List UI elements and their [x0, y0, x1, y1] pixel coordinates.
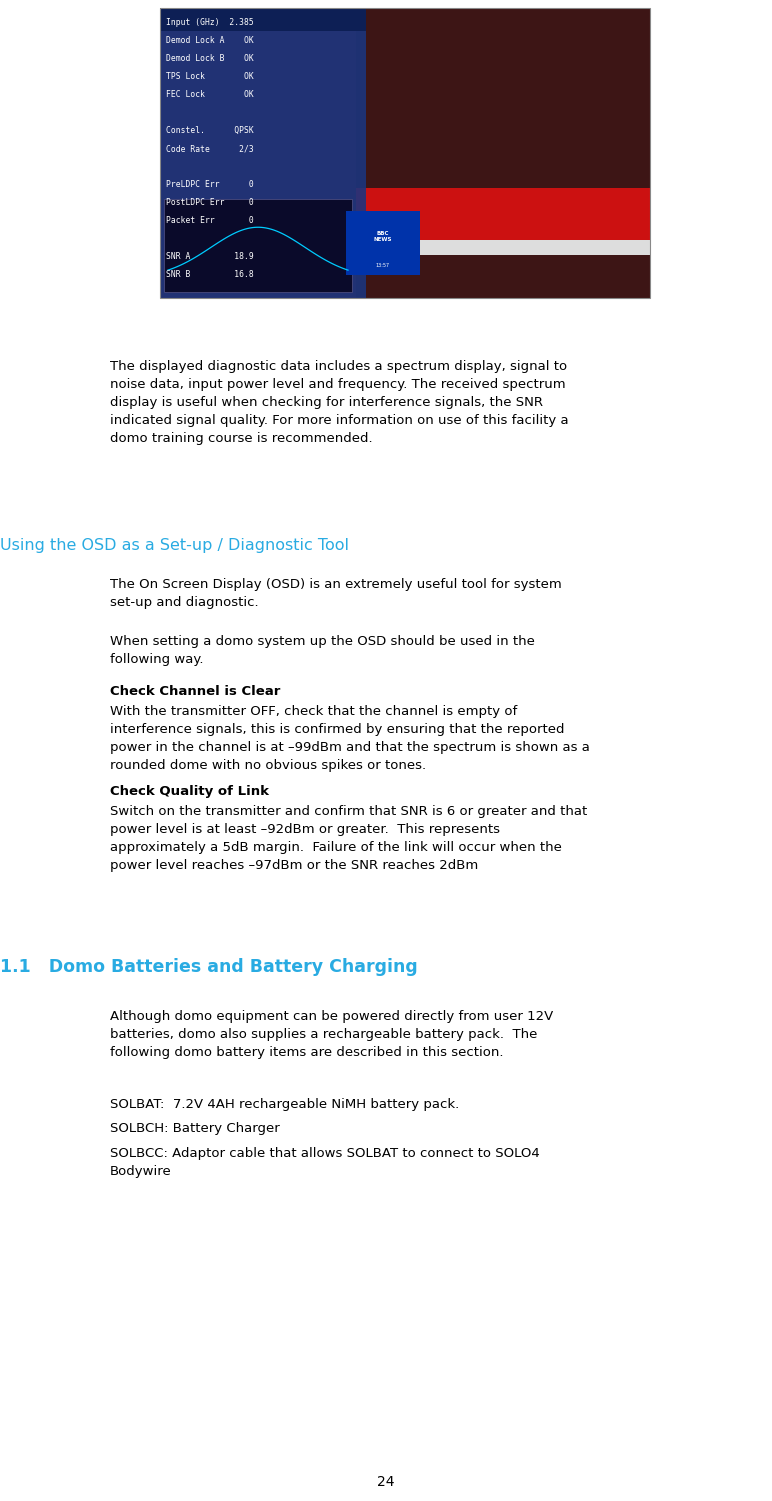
Text: FEC Lock        OK: FEC Lock OK	[166, 90, 254, 99]
Text: 1.1   Domo Batteries and Battery Charging: 1.1 Domo Batteries and Battery Charging	[0, 958, 418, 976]
Text: Check Quality of Link: Check Quality of Link	[110, 785, 269, 799]
Text: Packet Err       0: Packet Err 0	[166, 216, 254, 225]
Text: 24: 24	[378, 1475, 394, 1489]
Text: SNR A         18.9: SNR A 18.9	[166, 252, 254, 261]
Text: Constel.      QPSK: Constel. QPSK	[166, 126, 254, 135]
Text: PreLDPC Err      0: PreLDPC Err 0	[166, 180, 254, 189]
Text: SOLBCH: Battery Charger: SOLBCH: Battery Charger	[110, 1123, 279, 1135]
Text: SOLBAT:  7.2V 4AH rechargeable NiMH battery pack.: SOLBAT: 7.2V 4AH rechargeable NiMH batte…	[110, 1099, 459, 1111]
Text: When setting a domo system up the OSD should be used in the
following way.: When setting a domo system up the OSD sh…	[110, 635, 535, 666]
Text: BBC
NEWS: BBC NEWS	[374, 231, 392, 242]
Bar	[164, 200, 352, 293]
Bar	[356, 8, 650, 299]
Bar	[160, 8, 366, 299]
Text: Switch on the transmitter and confirm that SNR is 6 or greater and that
power le: Switch on the transmitter and confirm th…	[110, 805, 587, 872]
Text: TPS Lock        OK: TPS Lock OK	[166, 72, 254, 81]
Text: Check Channel is Clear: Check Channel is Clear	[110, 684, 280, 698]
Text: Input (GHz)  2.385: Input (GHz) 2.385	[166, 18, 254, 27]
Bar	[160, 8, 650, 299]
Text: SNR B         16.8: SNR B 16.8	[166, 270, 254, 279]
Text: Although domo equipment can be powered directly from user 12V
batteries, domo al: Although domo equipment can be powered d…	[110, 1010, 554, 1060]
Text: Code Rate      2/3: Code Rate 2/3	[166, 144, 254, 153]
Text: SOLBCC: Adaptor cable that allows SOLBAT to connect to SOLO4
Bodywire: SOLBCC: Adaptor cable that allows SOLBAT…	[110, 1147, 540, 1178]
Text: PostLDPC Err     0: PostLDPC Err 0	[166, 198, 254, 207]
Text: The displayed diagnostic data includes a spectrum display, signal to
noise data,: The displayed diagnostic data includes a…	[110, 360, 569, 444]
Text: With the transmitter OFF, check that the channel is empty of
interference signal: With the transmitter OFF, check that the…	[110, 705, 590, 772]
Text: The On Screen Display (OSD) is an extremely useful tool for system
set-up and di: The On Screen Display (OSD) is an extrem…	[110, 578, 562, 609]
Text: Using the OSD as a Set-up / Diagnostic Tool: Using the OSD as a Set-up / Diagnostic T…	[0, 537, 349, 552]
Bar	[356, 240, 650, 255]
Text: Demod Lock A    OK: Demod Lock A OK	[166, 36, 254, 45]
Bar	[346, 212, 420, 275]
Text: Demod Lock B    OK: Demod Lock B OK	[166, 54, 254, 63]
Bar	[160, 8, 366, 32]
Bar	[160, 8, 650, 299]
Text: 13:57: 13:57	[376, 263, 390, 267]
Bar	[356, 188, 650, 240]
